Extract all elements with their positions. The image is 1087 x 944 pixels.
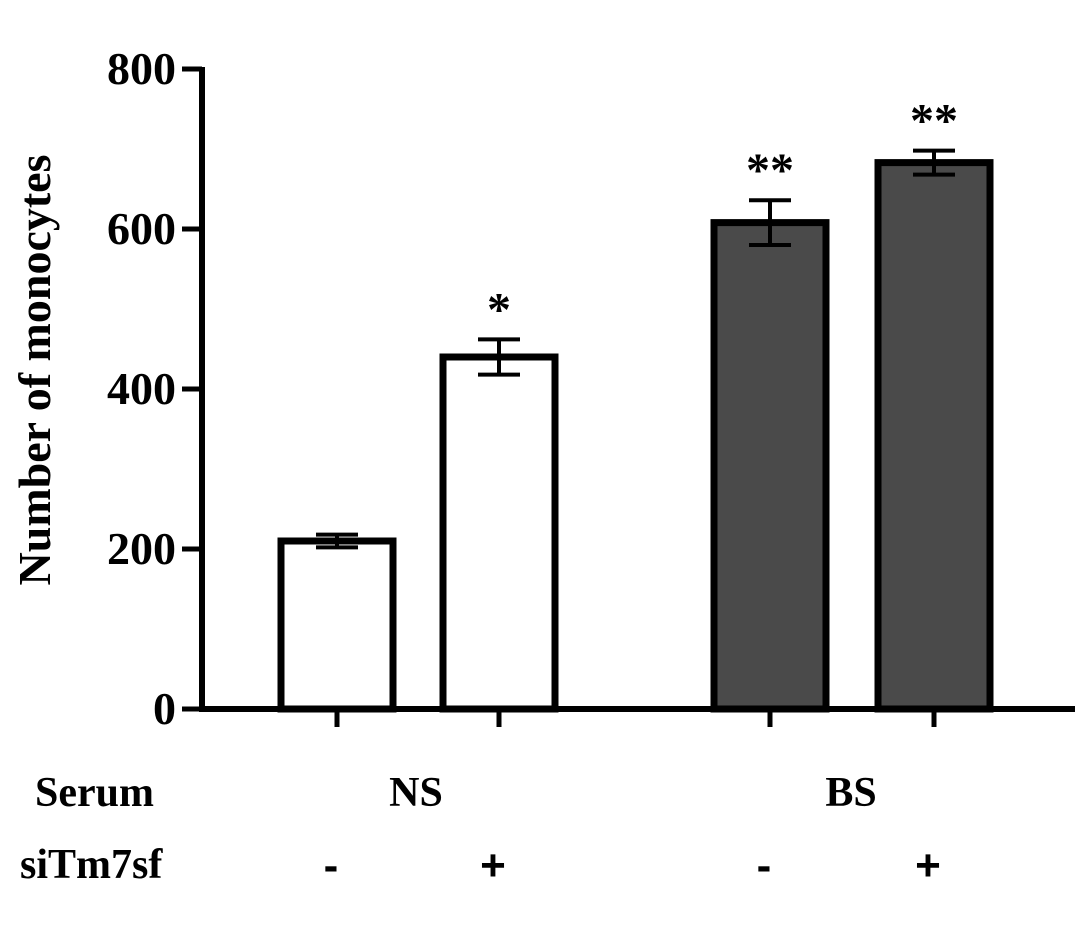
- sitm7sf-mark-2: +: [480, 841, 506, 890]
- y-tick-label-400: 400: [107, 363, 176, 414]
- y-tick-label-800: 800: [107, 43, 176, 94]
- sitm7sf-mark-4: +: [915, 841, 941, 890]
- bar-1: [277, 537, 397, 713]
- significance-label-2: *: [487, 283, 511, 336]
- sitm7sf-row-label: siTm7sf: [20, 842, 163, 888]
- serum-row-label: Serum: [35, 770, 154, 816]
- significance-label-3: **: [746, 144, 794, 197]
- bar-3: [710, 219, 830, 713]
- y-tick-label-0: 0: [153, 683, 176, 734]
- sitm7sf-mark-1: -: [324, 841, 339, 890]
- significance-label-4: **: [910, 95, 958, 148]
- y-tick-label-200: 200: [107, 523, 176, 574]
- sitm7sf-mark-3: -: [757, 841, 772, 890]
- bar-4: [874, 159, 994, 713]
- y-tick-label-600: 600: [107, 203, 176, 254]
- group-label-bs: BS: [825, 770, 876, 816]
- y-axis-label: Number of monocytes: [9, 155, 60, 586]
- sitm7sf-marks: - + - +: [324, 841, 941, 890]
- bar-2: [439, 353, 559, 713]
- group-label-ns: NS: [389, 770, 443, 816]
